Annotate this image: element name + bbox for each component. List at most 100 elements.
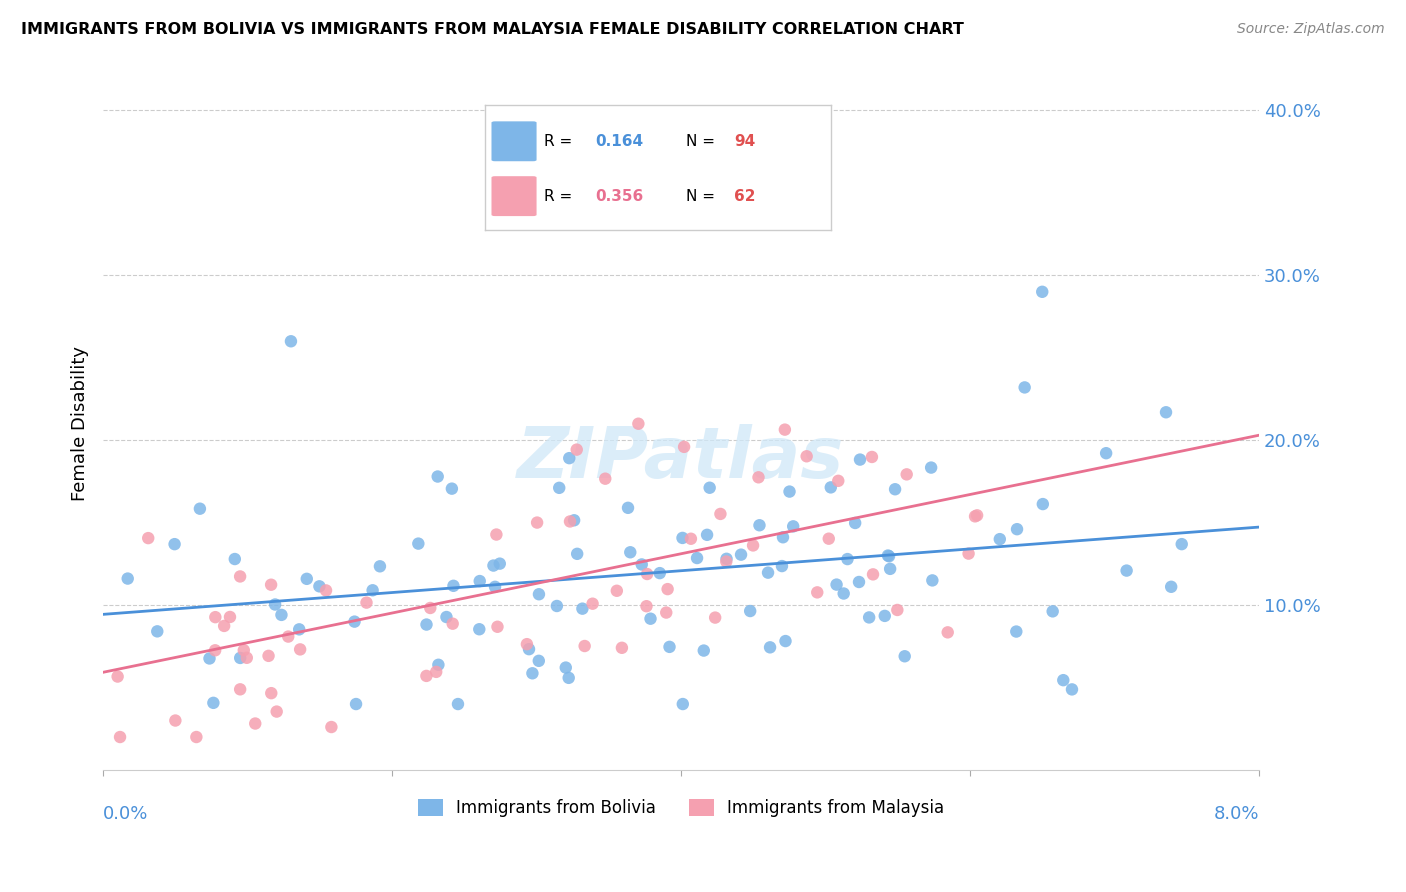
Point bbox=[425, 665, 447, 679]
Point bbox=[658, 640, 681, 654]
Point bbox=[574, 639, 596, 653]
Point bbox=[716, 551, 738, 566]
Point bbox=[877, 549, 900, 563]
Point bbox=[229, 569, 252, 583]
Point bbox=[368, 559, 391, 574]
Point bbox=[562, 513, 585, 527]
Point bbox=[198, 651, 221, 665]
Point bbox=[186, 730, 208, 744]
Point bbox=[488, 557, 510, 571]
Point bbox=[655, 606, 678, 620]
Point bbox=[966, 508, 988, 523]
Text: ZIPatlas: ZIPatlas bbox=[517, 424, 845, 493]
Point bbox=[136, 531, 159, 545]
Point bbox=[517, 642, 540, 657]
Point bbox=[884, 482, 907, 496]
Point bbox=[295, 572, 318, 586]
Point bbox=[468, 574, 491, 588]
Point bbox=[740, 604, 762, 618]
Point bbox=[627, 417, 650, 431]
Point bbox=[1052, 673, 1074, 688]
Point bbox=[245, 716, 267, 731]
Point bbox=[921, 574, 943, 588]
Point bbox=[832, 586, 855, 600]
Point bbox=[558, 451, 581, 466]
Point bbox=[772, 530, 794, 544]
Point bbox=[988, 532, 1011, 546]
Point bbox=[957, 547, 980, 561]
Point bbox=[571, 601, 593, 615]
Point bbox=[165, 714, 187, 728]
Point bbox=[484, 580, 506, 594]
Point bbox=[447, 697, 470, 711]
Point bbox=[693, 643, 716, 657]
Point bbox=[581, 597, 603, 611]
Point bbox=[356, 596, 378, 610]
Point bbox=[321, 720, 343, 734]
Point bbox=[426, 469, 449, 483]
Point bbox=[266, 705, 288, 719]
Point bbox=[260, 578, 283, 592]
Point bbox=[696, 528, 718, 542]
Point bbox=[522, 666, 544, 681]
Point bbox=[860, 450, 883, 464]
Point bbox=[770, 559, 793, 574]
Point bbox=[672, 697, 695, 711]
Point bbox=[288, 623, 311, 637]
Point bbox=[837, 552, 859, 566]
Point bbox=[617, 500, 640, 515]
Point bbox=[257, 648, 280, 663]
Legend: Immigrants from Bolivia, Immigrants from Malaysia: Immigrants from Bolivia, Immigrants from… bbox=[411, 792, 952, 824]
Point bbox=[468, 622, 491, 636]
Point bbox=[796, 450, 818, 464]
Point bbox=[361, 583, 384, 598]
Point bbox=[775, 634, 797, 648]
Point bbox=[893, 649, 915, 664]
Point bbox=[108, 730, 131, 744]
Point bbox=[567, 547, 589, 561]
Point bbox=[782, 519, 804, 533]
Point bbox=[648, 566, 671, 581]
Point bbox=[593, 472, 616, 486]
Point bbox=[759, 640, 782, 655]
Point bbox=[827, 474, 849, 488]
Point bbox=[188, 501, 211, 516]
Point bbox=[640, 612, 662, 626]
Point bbox=[441, 616, 464, 631]
Point bbox=[486, 620, 509, 634]
Point bbox=[1005, 624, 1028, 639]
Point bbox=[920, 460, 942, 475]
Point bbox=[270, 607, 292, 622]
Point bbox=[1032, 497, 1054, 511]
Point bbox=[202, 696, 225, 710]
Text: 8.0%: 8.0% bbox=[1213, 805, 1258, 822]
Text: Source: ZipAtlas.com: Source: ZipAtlas.com bbox=[1237, 22, 1385, 37]
Point bbox=[742, 538, 765, 552]
Text: IMMIGRANTS FROM BOLIVIA VS IMMIGRANTS FROM MALAYSIA FEMALE DISABILITY CORRELATIO: IMMIGRANTS FROM BOLIVIA VS IMMIGRANTS FR… bbox=[21, 22, 965, 37]
Point bbox=[526, 516, 548, 530]
Point bbox=[1014, 380, 1036, 394]
Point bbox=[1031, 285, 1053, 299]
Point bbox=[315, 583, 337, 598]
Point bbox=[1095, 446, 1118, 460]
Point bbox=[806, 585, 828, 599]
Point bbox=[747, 470, 769, 484]
Point bbox=[419, 601, 441, 615]
Point bbox=[1115, 564, 1137, 578]
Point bbox=[748, 518, 770, 533]
Point bbox=[686, 551, 709, 566]
Point bbox=[117, 572, 139, 586]
Point bbox=[415, 669, 437, 683]
Point bbox=[344, 697, 367, 711]
Point bbox=[773, 423, 796, 437]
Point bbox=[844, 516, 866, 530]
Point bbox=[496, 178, 519, 192]
Point bbox=[636, 599, 658, 614]
Point bbox=[427, 657, 450, 672]
Point bbox=[204, 643, 226, 657]
Point bbox=[527, 587, 550, 601]
Point bbox=[657, 582, 679, 596]
Point bbox=[825, 577, 848, 591]
Point bbox=[877, 549, 900, 564]
Point bbox=[756, 566, 779, 580]
